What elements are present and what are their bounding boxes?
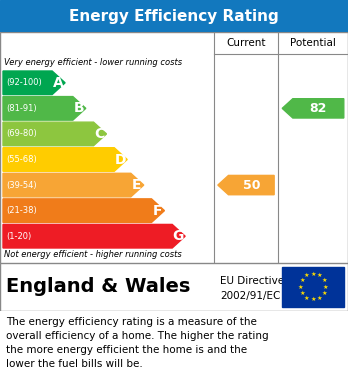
Text: Potential: Potential [290,38,336,48]
Text: (21-38): (21-38) [6,206,37,215]
Text: England & Wales: England & Wales [6,278,190,296]
Text: Very energy efficient - lower running costs: Very energy efficient - lower running co… [4,58,182,67]
Text: ★: ★ [321,278,327,283]
Text: E: E [132,178,141,192]
Polygon shape [3,173,144,197]
Polygon shape [3,199,165,222]
Text: ★: ★ [317,296,322,301]
Text: (55-68): (55-68) [6,155,37,164]
Text: G: G [172,229,184,243]
Text: (81-91): (81-91) [6,104,37,113]
Text: ★: ★ [310,297,316,302]
Text: Current: Current [226,38,266,48]
Text: ★: ★ [317,273,322,278]
Text: ★: ★ [321,291,327,296]
Polygon shape [3,224,185,248]
Bar [282,267,344,307]
Text: (92-100): (92-100) [6,78,42,87]
Polygon shape [282,99,344,118]
Text: (1-20): (1-20) [6,232,31,241]
Text: ★: ★ [298,285,303,289]
Text: B: B [73,101,84,115]
Text: Energy Efficiency Rating: Energy Efficiency Rating [69,9,279,23]
Text: ★: ★ [323,285,329,289]
Text: ★: ★ [299,278,305,283]
Text: C: C [94,127,104,141]
Polygon shape [3,71,65,95]
Text: ★: ★ [299,291,305,296]
Text: Not energy efficient - higher running costs: Not energy efficient - higher running co… [4,250,182,259]
Text: F: F [152,204,162,218]
Text: 50: 50 [243,179,260,192]
Text: (69-80): (69-80) [6,129,37,138]
Text: ★: ★ [310,272,316,277]
Text: 82: 82 [310,102,327,115]
Text: D: D [114,152,126,167]
Text: 2002/91/EC: 2002/91/EC [220,291,280,301]
Text: ★: ★ [304,296,309,301]
Text: A: A [53,76,63,90]
Text: ★: ★ [304,273,309,278]
Polygon shape [218,176,274,195]
Polygon shape [3,97,86,120]
Polygon shape [3,122,106,146]
Text: The energy efficiency rating is a measure of the
overall efficiency of a home. T: The energy efficiency rating is a measur… [6,317,269,369]
Text: (39-54): (39-54) [6,181,37,190]
Text: EU Directive: EU Directive [220,276,284,286]
Polygon shape [3,148,127,171]
